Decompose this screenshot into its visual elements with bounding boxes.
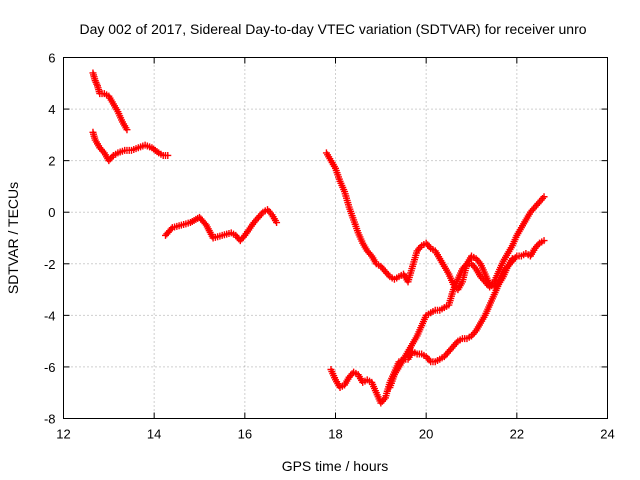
chart-title: Day 002 of 2017, Sidereal Day-to-day VTE…: [79, 21, 586, 37]
x-tick-label: 12: [56, 427, 70, 442]
data-point: [540, 193, 548, 201]
x-axis-label: GPS time / hours: [282, 458, 389, 474]
series-1: [89, 69, 131, 134]
y-tick-label: 4: [48, 102, 55, 117]
x-tick-label: 24: [600, 427, 614, 442]
data-point: [164, 151, 172, 159]
grid-lines: [63, 57, 608, 419]
series-2: [89, 128, 172, 165]
x-tick-label: 14: [147, 427, 161, 442]
data-point: [273, 219, 281, 227]
x-tick-label: 20: [419, 427, 433, 442]
y-tick-label: 6: [48, 51, 55, 66]
x-tick-label: 22: [510, 427, 524, 442]
data-point: [167, 225, 175, 233]
y-tick-label: -4: [44, 308, 56, 323]
data-point: [123, 126, 131, 134]
plot-frame: [63, 57, 608, 419]
y-tick-label: 2: [48, 154, 55, 169]
series-3: [162, 206, 281, 245]
series-5: [327, 237, 548, 407]
x-tick-label: 18: [328, 427, 342, 442]
y-tick-label: 0: [48, 205, 55, 220]
y-axis-label: SDTVAR / TECUs: [5, 182, 21, 294]
x-tick-label: 16: [238, 427, 252, 442]
y-tick-label: -2: [44, 257, 56, 272]
series-4: [322, 149, 516, 294]
y-tick-label: -8: [44, 412, 56, 427]
data-points: [89, 69, 548, 407]
data-point: [540, 237, 548, 245]
series-6: [386, 193, 548, 392]
y-tick-label: -6: [44, 360, 56, 375]
